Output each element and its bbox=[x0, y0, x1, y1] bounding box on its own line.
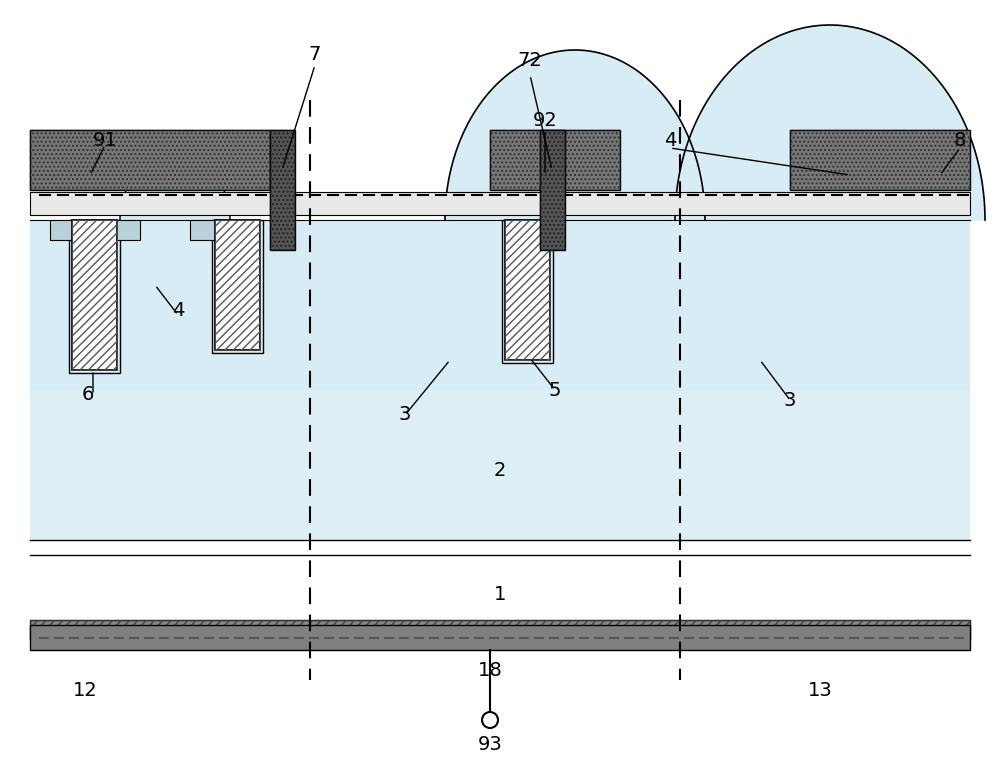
Text: 93: 93 bbox=[478, 736, 502, 755]
Text: 72: 72 bbox=[518, 50, 542, 69]
Text: 2: 2 bbox=[494, 460, 506, 480]
Text: 92: 92 bbox=[533, 110, 557, 130]
Bar bbox=[30, 192, 970, 215]
Bar bbox=[502, 220, 553, 363]
Text: 13: 13 bbox=[808, 681, 832, 699]
Bar bbox=[190, 220, 220, 240]
Bar bbox=[30, 620, 970, 640]
Text: 4: 4 bbox=[664, 130, 676, 150]
Polygon shape bbox=[445, 50, 705, 220]
Bar bbox=[680, 220, 970, 390]
Bar bbox=[50, 220, 75, 240]
Text: 3: 3 bbox=[399, 406, 411, 425]
Text: 3: 3 bbox=[784, 390, 796, 409]
Bar bbox=[215, 220, 260, 350]
Bar bbox=[212, 220, 263, 353]
Text: 6: 6 bbox=[82, 386, 94, 405]
Text: 7: 7 bbox=[309, 45, 321, 65]
Bar bbox=[790, 130, 970, 190]
Bar bbox=[270, 130, 295, 250]
Text: 5: 5 bbox=[549, 381, 561, 399]
Bar bbox=[270, 130, 295, 250]
Bar bbox=[72, 220, 117, 370]
Text: 1: 1 bbox=[494, 585, 506, 604]
Bar bbox=[30, 130, 270, 190]
Bar bbox=[215, 220, 260, 350]
Bar bbox=[30, 220, 310, 390]
Bar bbox=[505, 220, 550, 360]
Bar bbox=[505, 220, 550, 360]
Text: 18: 18 bbox=[478, 661, 502, 679]
Bar bbox=[30, 625, 970, 650]
Polygon shape bbox=[675, 25, 985, 220]
Circle shape bbox=[482, 712, 498, 728]
Bar bbox=[490, 130, 620, 190]
Bar bbox=[30, 130, 270, 190]
Bar bbox=[540, 130, 565, 250]
Bar bbox=[790, 130, 970, 190]
Bar bbox=[30, 220, 970, 540]
Text: 12: 12 bbox=[73, 681, 97, 699]
Text: 8: 8 bbox=[954, 130, 966, 150]
Text: 91: 91 bbox=[93, 130, 117, 150]
Bar bbox=[115, 220, 140, 240]
Bar bbox=[69, 220, 120, 373]
Bar bbox=[310, 220, 680, 390]
Bar bbox=[30, 620, 970, 640]
Bar bbox=[490, 130, 620, 190]
Text: 4: 4 bbox=[172, 301, 184, 319]
Polygon shape bbox=[120, 155, 230, 220]
Bar bbox=[540, 130, 565, 250]
Bar bbox=[72, 220, 117, 370]
